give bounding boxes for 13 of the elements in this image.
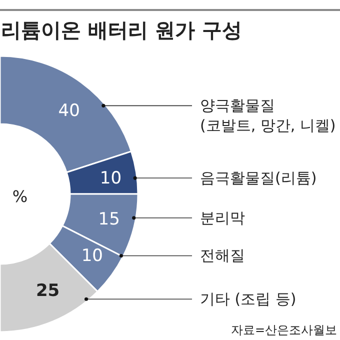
data-label: 25 (36, 281, 60, 302)
data-label: 10 (100, 168, 122, 189)
slice-label: 음극활물질(리튬) (200, 169, 317, 188)
slice-label: 전해질 (200, 246, 245, 265)
slice-label: 양극활물질 (코발트, 망간, 니켈) (200, 96, 336, 135)
slice-label: 분리막 (200, 208, 245, 227)
data-label: 15 (98, 209, 120, 230)
text: % (12, 187, 28, 206)
chart-title: 리튬이온 배터리 원가 구성 (1, 18, 242, 42)
slice-label: 기타 (조립 등) (200, 290, 296, 308)
data-label: 40 (58, 100, 80, 121)
text: 자료=산은조사월보 (230, 323, 337, 337)
data-label: 10 (81, 246, 103, 266)
